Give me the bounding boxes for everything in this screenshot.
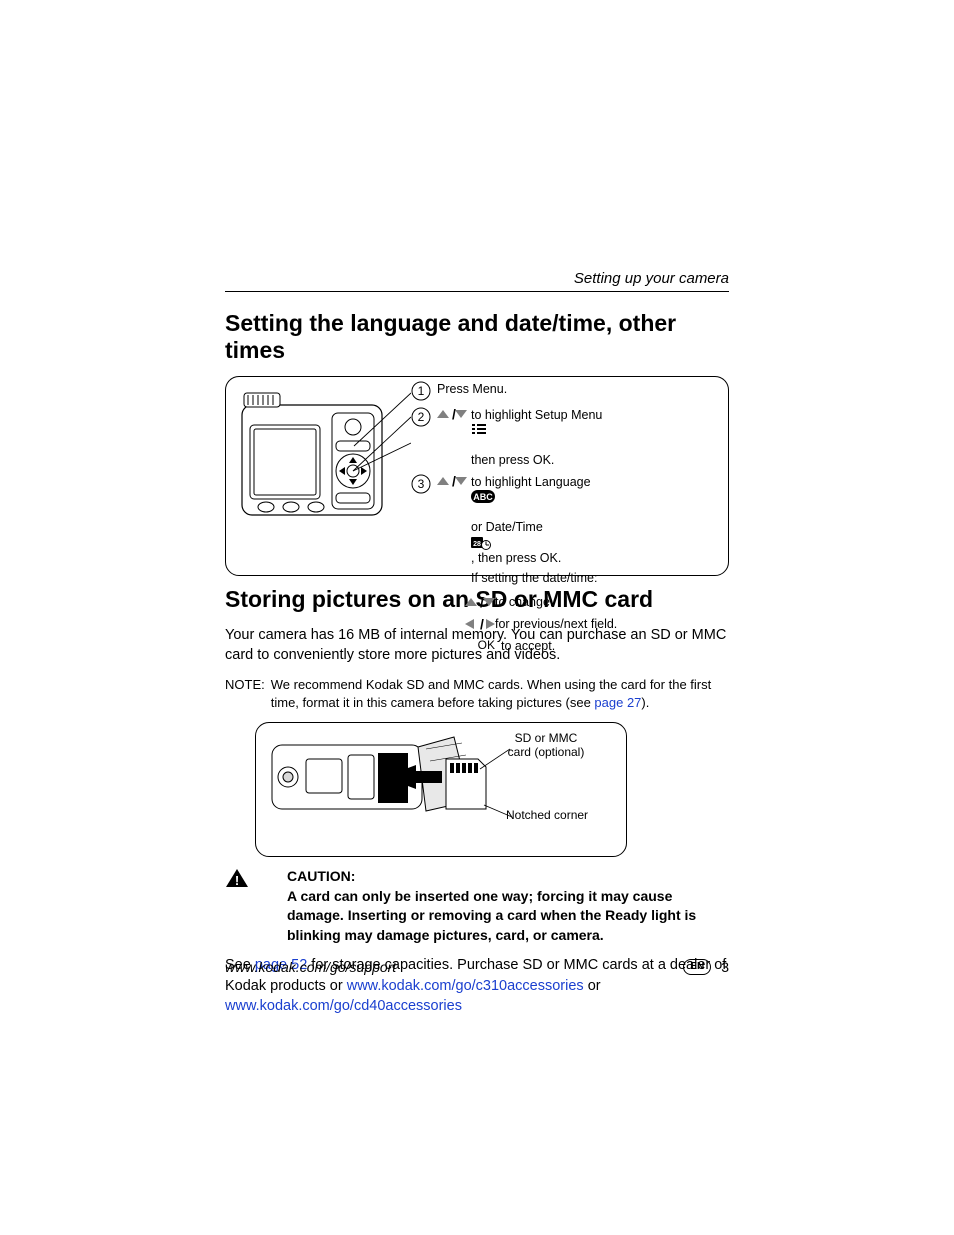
svg-text:/: / [452, 407, 456, 421]
step-2-text-a: to highlight Setup Menu [471, 408, 602, 422]
footer-support-url: www.kodak.com/go/support [225, 959, 396, 975]
svg-text:/: / [480, 617, 484, 631]
step-3: 3 / to highlight Language ABC or Date/Ti… [411, 474, 720, 586]
svg-text:/: / [452, 474, 456, 488]
diagram-language-datetime: 1 Press Menu. 2 / to highlight Setup Men… [225, 376, 729, 576]
svg-text:!: ! [235, 873, 239, 888]
up-down-arrows-icon: / [437, 474, 467, 488]
link-page-27[interactable]: page 27 [594, 695, 641, 710]
setup-menu-icon [471, 423, 487, 435]
heading-language-datetime: Setting the language and date/time, othe… [225, 310, 729, 364]
link-cd40-accessories[interactable]: www.kodak.com/go/cd40accessories [225, 998, 462, 1014]
to-accept-text: to accept. [501, 636, 555, 656]
note-text: We recommend Kodak SD and MMC cards. Whe… [271, 676, 729, 712]
step-3-text-a: to highlight Language [471, 475, 591, 489]
note-label: NOTE: [225, 676, 265, 712]
camera-back-illustration [236, 385, 411, 550]
para2-c: or [584, 978, 601, 994]
link-c310-accessories[interactable]: www.kodak.com/go/c310accessories [347, 978, 584, 994]
page-footer: www.kodak.com/go/support EN 3 [225, 959, 729, 975]
running-header: Setting up your camera [225, 270, 729, 292]
caution-label: CAUTION: [287, 867, 729, 887]
ok-label: OK [465, 636, 495, 655]
step-1-text: Press Menu. [437, 381, 507, 397]
svg-text:3: 3 [418, 477, 425, 491]
step-2: 2 / to highlight Setup Menu then press O… [411, 407, 720, 468]
svg-text:28: 28 [473, 541, 481, 548]
svg-text:ABC: ABC [473, 492, 493, 502]
svg-text:2: 2 [418, 410, 425, 424]
step-3-text-b: or Date/Time [471, 520, 543, 534]
step-2-text-b: then press OK. [471, 453, 554, 467]
caution-icon: ! [225, 868, 249, 888]
diagram-sd-card: SD or MMC card (optional) Notched corner [255, 722, 627, 857]
date-time-substeps: / to change. / for previous/next field. … [465, 592, 720, 656]
caution-block: ! CAUTION: A card can only be inserted o… [225, 867, 729, 945]
note-text-b: ). [641, 695, 649, 710]
svg-text:1: 1 [418, 384, 425, 398]
step-number-3-icon: 3 [411, 474, 431, 494]
step-3-text-c: , then press OK. [471, 551, 561, 565]
svg-text:/: / [480, 595, 484, 609]
step-1: 1 Press Menu. [411, 381, 720, 401]
prev-next-text: for previous/next field. [495, 614, 617, 634]
page-number: 3 [721, 959, 729, 975]
note-block: NOTE: We recommend Kodak SD and MMC card… [225, 676, 729, 712]
date-time-icon: 28 [471, 536, 491, 550]
if-setting-line: If setting the date/time: [471, 570, 597, 586]
language-badge: EN [683, 959, 711, 975]
step-3-text: to highlight Language ABC or Date/Time 2… [471, 474, 597, 586]
caution-text: A card can only be inserted one way; for… [287, 888, 696, 943]
up-down-arrows-icon: / [437, 407, 467, 421]
language-abc-icon: ABC [471, 490, 495, 503]
sd-card-label: SD or MMC card (optional) [506, 731, 586, 760]
notched-corner-label: Notched corner [506, 807, 588, 823]
step-number-1-icon: 1 [411, 381, 431, 401]
left-right-arrows-icon: / [465, 617, 495, 631]
up-down-arrows-icon: / [465, 595, 495, 609]
step-number-2-icon: 2 [411, 407, 431, 427]
to-change-text: to change. [495, 592, 553, 612]
step-2-text: to highlight Setup Menu then press OK. [471, 407, 602, 468]
